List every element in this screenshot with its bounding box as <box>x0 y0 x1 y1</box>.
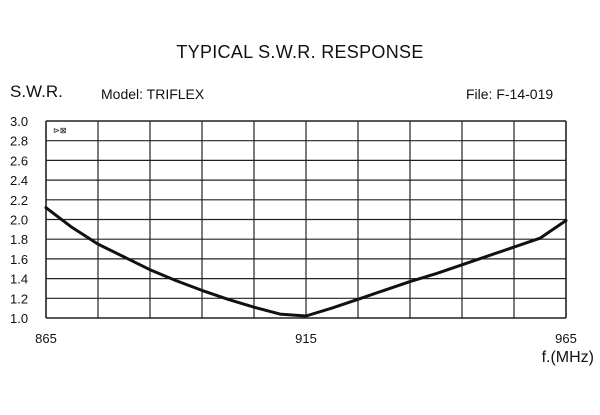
y-tick-label: 2.4 <box>10 173 28 188</box>
x-axis-label: f.(MHz) <box>542 349 594 366</box>
y-tick-label: 2.6 <box>10 153 28 168</box>
model-label: Model: TRIFLEX <box>101 86 205 102</box>
y-tick-label: 2.8 <box>10 134 28 149</box>
x-tick-labels: 865 915 965 <box>35 331 577 346</box>
file-label: File: F-14-019 <box>466 86 554 102</box>
y-tick-label: 3.0 <box>10 114 28 129</box>
y-tick-label: 2.0 <box>10 213 28 228</box>
plot-marker-box: ⊳⊠ <box>53 126 66 135</box>
y-tick-label: 1.6 <box>10 252 28 267</box>
x-tick-label: 865 <box>35 331 57 346</box>
y-tick-label: 1.0 <box>10 311 28 326</box>
grid <box>45 120 567 319</box>
y-tick-label: 2.2 <box>10 193 28 208</box>
y-tick-labels: 1.0 1.2 1.4 1.6 1.8 2.0 2.2 2.4 2.6 2.8 3.0 <box>10 114 28 326</box>
y-tick-label: 1.4 <box>10 272 28 287</box>
series-layer <box>44 206 568 318</box>
swr-series-line <box>44 206 568 318</box>
y-tick-label: 1.8 <box>10 232 28 247</box>
y-tick-label: 1.2 <box>10 291 28 306</box>
x-tick-label: 915 <box>295 331 317 346</box>
y-axis-label: S.W.R. <box>10 82 63 101</box>
chart-title: TYPICAL S.W.R. RESPONSE <box>176 42 424 62</box>
x-tick-label: 965 <box>555 331 577 346</box>
